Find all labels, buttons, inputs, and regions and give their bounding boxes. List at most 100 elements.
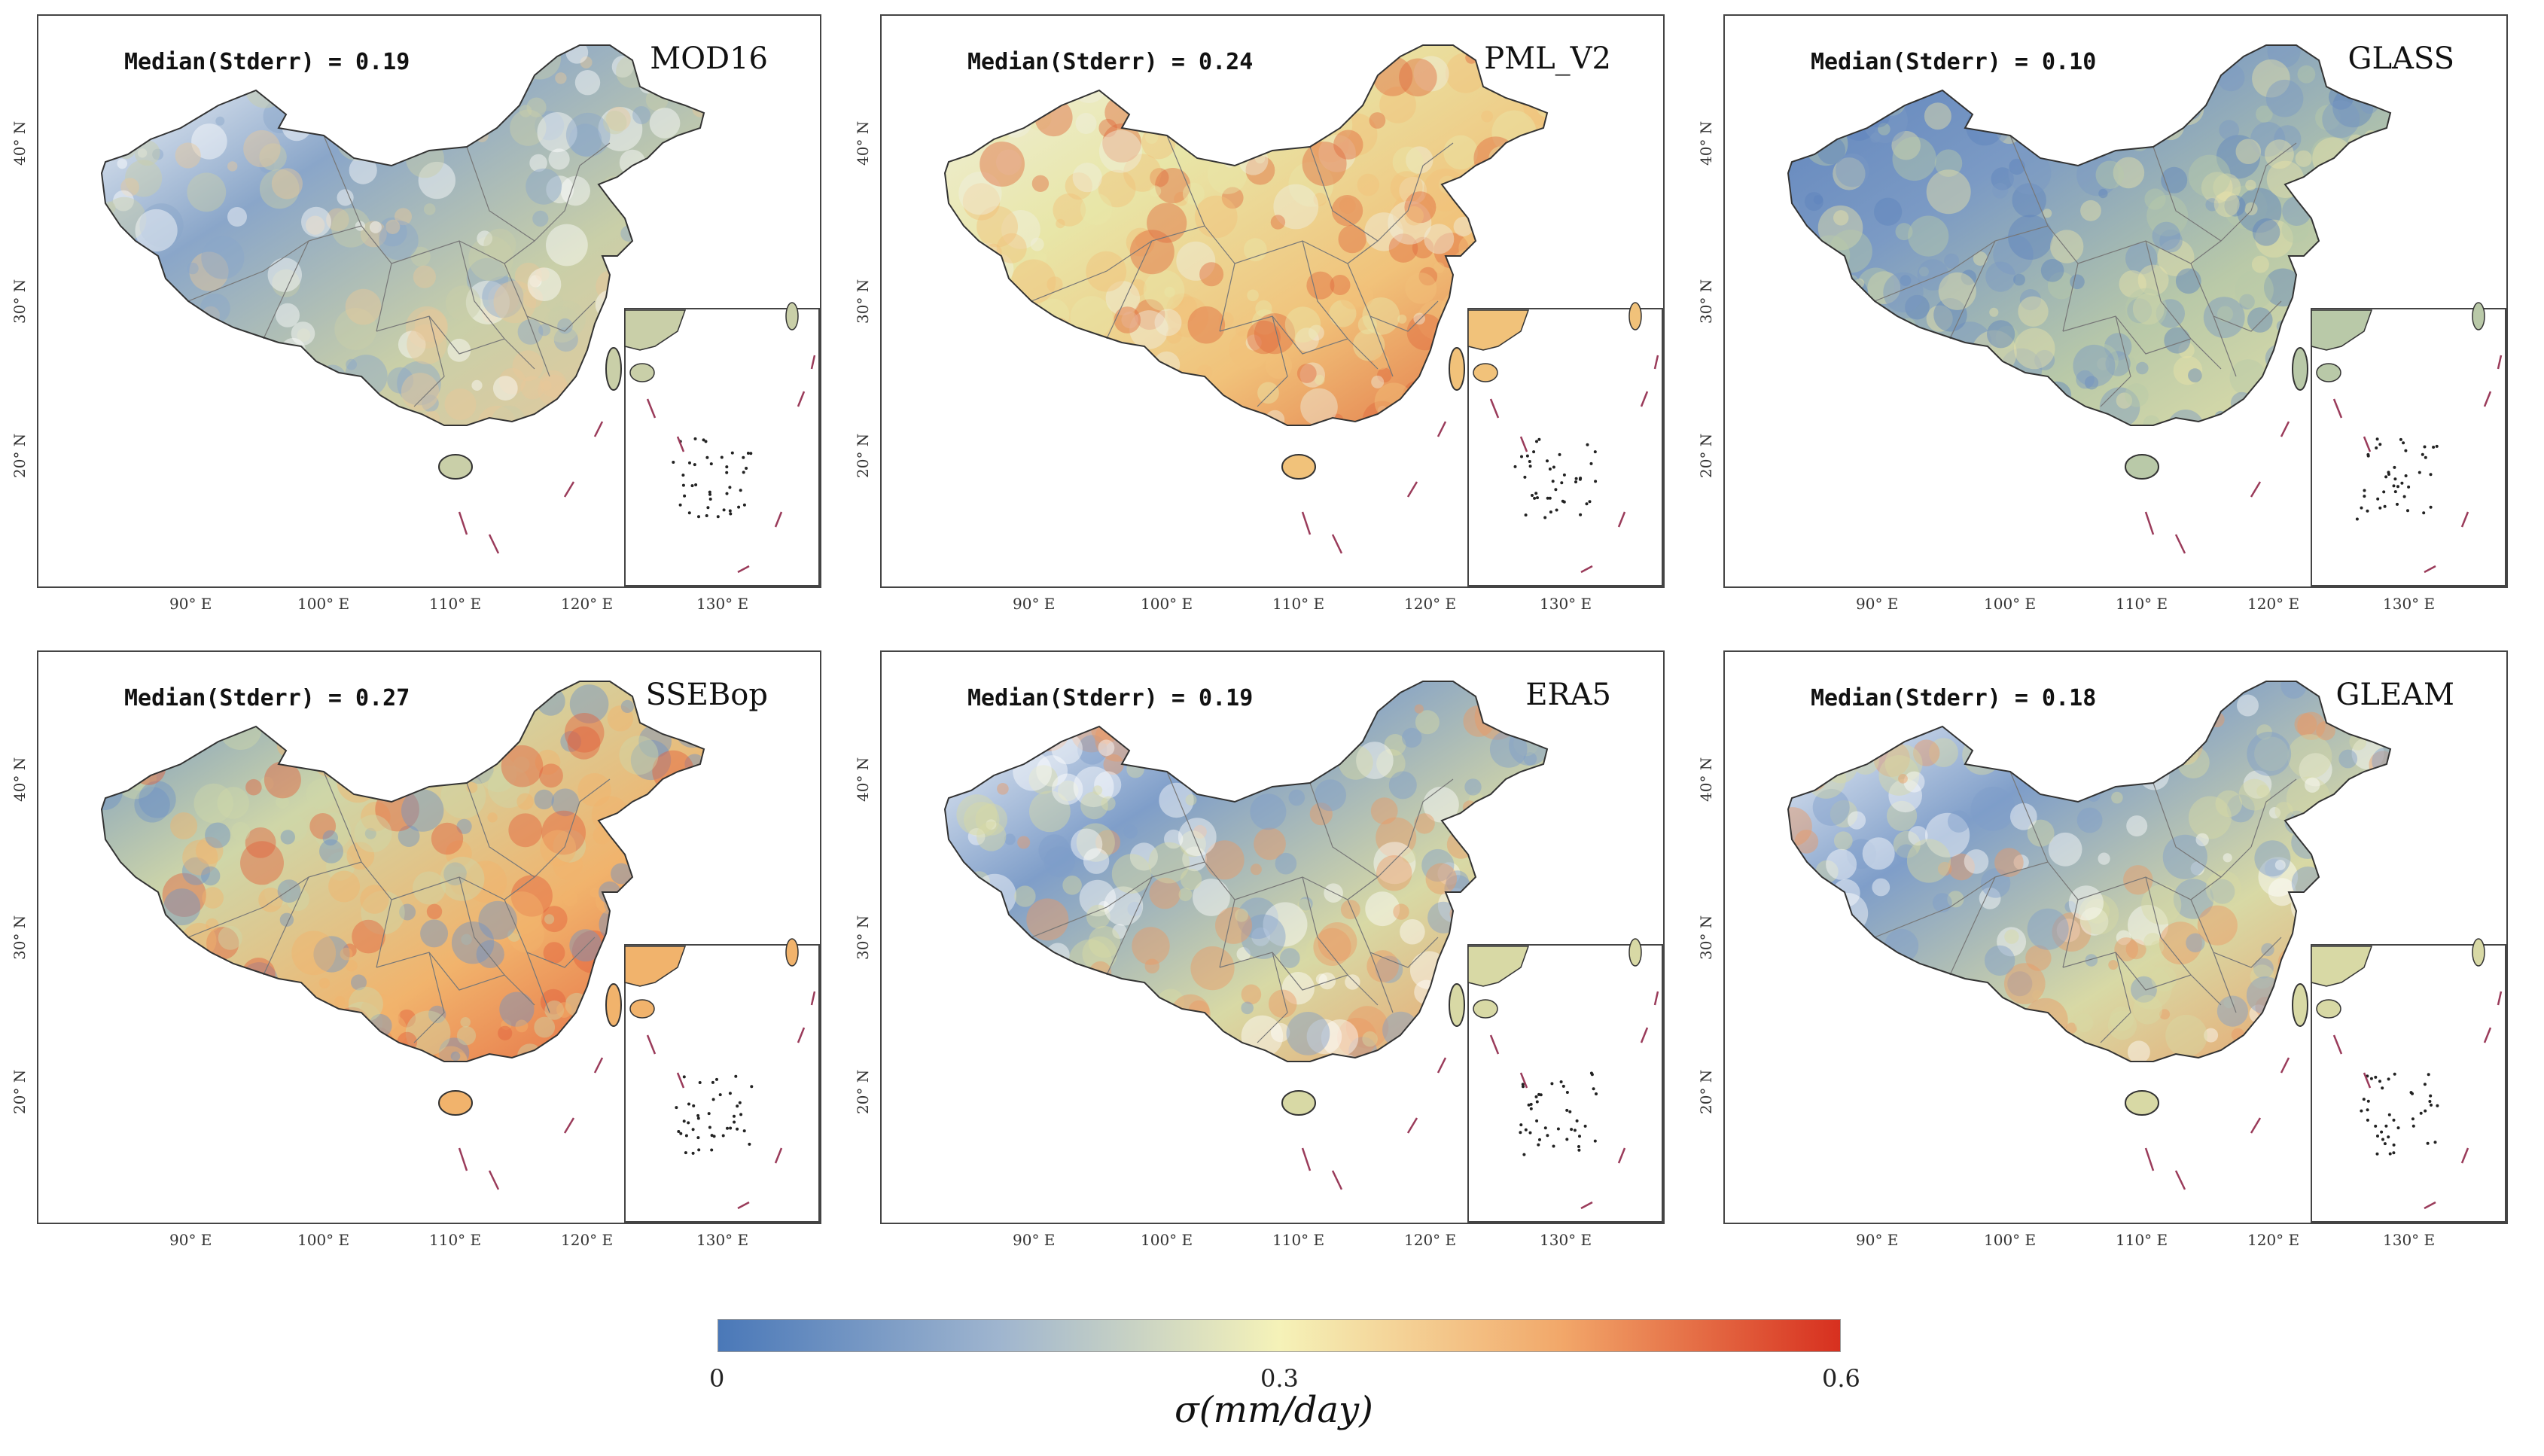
inset-island-dot: [1561, 1084, 1565, 1088]
inset-island-dot: [690, 484, 694, 488]
inset-island-dot: [2393, 1072, 2396, 1076]
inset-island-dot: [2419, 1111, 2423, 1115]
x-tick-label: 100° E: [297, 1231, 350, 1249]
y-tick-label: 40° N: [11, 757, 29, 802]
inset-island-dot: [681, 483, 685, 487]
inset-maritime-boundary: [2497, 355, 2503, 370]
inset-island-dot: [693, 463, 696, 467]
inset-island-dot: [1594, 480, 1598, 483]
maritime-boundary: [1331, 1170, 1343, 1190]
inset-island-dot: [2427, 1073, 2430, 1077]
inset-island-dot: [702, 438, 705, 442]
inset-island-dot: [1536, 496, 1539, 500]
inset-island-dot: [678, 503, 682, 507]
y-tick-label: 30° N: [854, 279, 872, 324]
inset-island-dot: [687, 1121, 690, 1125]
model-name: ERA5: [1525, 678, 1611, 712]
china-landmass: [945, 681, 1547, 1062]
inset-island-dot: [2378, 1080, 2381, 1083]
inset-hainan: [629, 999, 655, 1019]
inset-island-dot: [2424, 455, 2427, 459]
inset-island-dot: [736, 1104, 739, 1108]
inset-maritime-boundary: [2363, 436, 2372, 452]
province-border: [466, 146, 535, 242]
inset-island-dot: [691, 1128, 695, 1132]
province-border: [1219, 315, 1379, 370]
inset-island-dot: [691, 1151, 695, 1155]
inset-island-dot: [1513, 465, 1517, 468]
inset-maritime-boundary: [2424, 565, 2436, 574]
inset-island-dot: [2393, 490, 2397, 494]
map-svg: [880, 650, 1665, 1224]
china-landmass: [1788, 681, 2390, 1062]
inset-island-dot: [2421, 452, 2424, 456]
maritime-boundary: [2174, 1170, 2186, 1190]
inset-taiwan: [785, 938, 799, 967]
inset-island-dot: [682, 1075, 686, 1079]
inset-island-dot: [706, 506, 710, 510]
province-border: [466, 782, 535, 878]
y-tick-label: 20° N: [1697, 433, 1715, 478]
maritime-boundary: [488, 534, 500, 554]
inset-taiwan: [1628, 938, 1642, 967]
maritime-boundary: [2144, 511, 2155, 535]
inset-island-dot: [2422, 511, 2426, 515]
inset-island-dot: [2396, 502, 2399, 506]
inset-island-dot: [708, 1126, 711, 1129]
y-tick-label: 30° N: [11, 279, 29, 324]
inset-island-dot: [708, 498, 712, 501]
inset-island-dot: [1524, 1128, 1528, 1132]
inset-island-dot: [710, 1148, 714, 1152]
inset-island-dot: [2387, 471, 2390, 474]
province-border: [1874, 240, 1996, 302]
province-border: [1302, 876, 1348, 976]
south-china-sea-inset: [624, 308, 820, 586]
inset-island-dot: [2387, 1135, 2390, 1139]
province-border: [1166, 771, 1205, 863]
inset-island-dot: [705, 455, 709, 459]
inset-island-dot: [1522, 1153, 1526, 1156]
inset-island-dot: [1546, 459, 1549, 463]
inset-island-dot: [1519, 1131, 1522, 1135]
inset-x-tick-label: 130° E: [2383, 1231, 2436, 1249]
inset-maritime-boundary: [1640, 391, 1649, 407]
province-border: [1302, 240, 1348, 340]
inset-island-dot: [742, 471, 745, 474]
inset-island-dot: [1577, 1145, 1580, 1148]
inset-island-dot: [696, 1113, 700, 1117]
maritime-boundary: [2144, 1147, 2155, 1171]
inset-island-dot: [704, 440, 708, 443]
maritime-boundary: [488, 1170, 500, 1190]
inset-island-dot: [1552, 1144, 1555, 1148]
maritime-boundary: [1301, 511, 1312, 535]
inset-island-dot: [2430, 1103, 2433, 1107]
x-tick-label: 120° E: [1404, 595, 1457, 613]
province-border: [2100, 315, 2131, 407]
inset-island-dot: [1537, 1143, 1540, 1147]
model-name: GLEAM: [2335, 678, 2454, 712]
inset-island-dot: [728, 1092, 732, 1095]
inset-island-dot: [1555, 508, 1558, 512]
inset-island-dot: [2366, 452, 2370, 456]
inset-maritime-boundary: [2483, 391, 2492, 407]
inset-island-dot: [742, 455, 745, 459]
hainan-island: [438, 454, 473, 480]
y-tick-label: 20° N: [854, 433, 872, 478]
inset-maritime-boundary: [797, 391, 806, 407]
inset-island-dot: [1585, 502, 1589, 506]
inset-maritime-boundary: [676, 1072, 685, 1089]
province-border: [413, 952, 445, 1043]
inset-island-dot: [1549, 510, 1552, 514]
inset-island-dot: [2388, 1152, 2392, 1156]
inset-island-dot: [2387, 1113, 2391, 1116]
median-stderr-label: Median(Stderr) = 0.27: [124, 685, 410, 711]
inset-maritime-boundary: [1519, 436, 1528, 452]
inset-island-dot: [729, 512, 733, 516]
inset-island-dot: [1560, 481, 1564, 485]
inset-island-dot: [1593, 1139, 1597, 1143]
map-svg: [1723, 14, 2508, 588]
inset-hainan: [1473, 363, 1498, 382]
province-border: [526, 952, 550, 1013]
inset-island-dot: [2360, 506, 2363, 510]
y-tick-label: 40° N: [1697, 757, 1715, 802]
